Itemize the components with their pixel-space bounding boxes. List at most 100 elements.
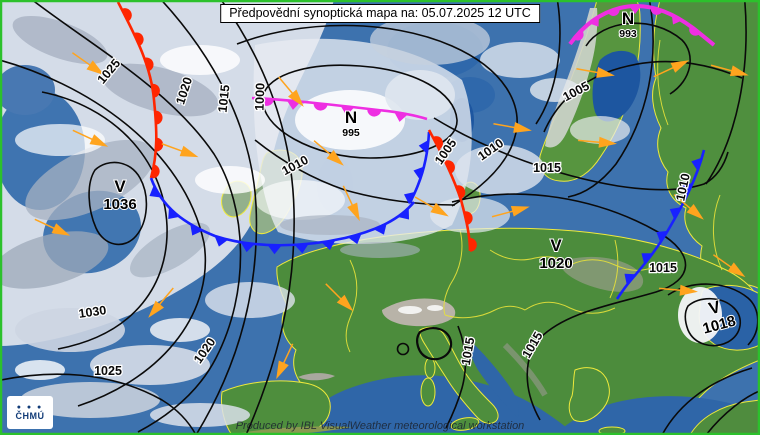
cold-front-marker [641,253,653,265]
cold-front-marker [681,182,693,196]
warm-front-marker [155,110,163,125]
cold-front-marker [190,224,203,236]
land-greece [568,367,610,423]
warm-front-marker [432,136,443,150]
front-layer [116,1,716,300]
wind-arrow-icon [148,287,174,318]
warm-front-marker [367,108,382,117]
cold-front-marker [656,230,668,243]
cold-front-marker [589,16,599,27]
front-cold [615,149,706,300]
sea-bothnia [592,50,641,122]
pressure-center-symbol: V [114,177,126,196]
isobar-label: 1025 [94,364,122,378]
wind-arrow-icon [34,218,71,236]
cold-front-marker [294,243,309,254]
cold-front-marker [404,191,416,205]
mountains-norway [545,8,598,148]
front-occluded [251,96,428,122]
cold-front-marker [321,240,336,251]
isobar-label: 1030 [78,303,108,321]
cold-front-marker [629,5,642,14]
land-sardinia [420,377,436,407]
pressure-center-value: 1036 [103,196,136,213]
warm-front-marker [313,102,328,111]
cold-front-marker [418,139,429,154]
warm-front-marker [144,57,154,72]
wind-arrow-icon [576,67,615,78]
warm-front-marker [689,26,700,36]
front-cold [149,177,416,255]
land-corsica [424,357,436,379]
cold-front-marker [394,111,408,122]
wind-arrow-icon [491,206,530,218]
land-sicily [450,417,480,431]
wind-arrow-icon [278,76,304,107]
sea-west-med [300,375,575,435]
isobar-label: 1000 [253,83,268,111]
warm-front-marker [151,164,160,179]
isobar-label: 1015 [216,84,233,113]
land-iberia [221,380,331,435]
wind-arrow-icon [325,283,354,312]
credit-line: Produced by IBL VisualWeather meteorolog… [235,420,525,432]
wind-arrow-icon [712,254,746,278]
front-cold [404,131,431,205]
warm-front-marker [469,237,477,252]
cold-front-marker [214,236,229,247]
front-warm [427,129,477,252]
mountains-carpathians [560,256,644,292]
wind-arrow-icon [313,140,344,166]
warm-front-marker [151,83,160,98]
cold-front-marker [397,208,410,220]
cold-front-marker [348,233,362,245]
isobar-label: 1015 [649,261,677,275]
mountains-pyrenees [298,373,335,381]
wind-arrow-icon [342,185,360,222]
chmu-logo: ● ● ● ČHMÚ [7,396,53,429]
map-title: Předpovědní synoptická mapa na: 05.07.20… [220,4,540,23]
wind-arrow-layer [34,52,749,380]
sea-adriatic [469,340,519,418]
cold-front-marker [624,273,636,285]
pressure-center-symbol: N [622,9,634,28]
cold-front-marker [168,207,180,220]
cold-front-marker [669,207,682,220]
wind-arrow-icon [493,122,532,133]
wind-arrow-icon [578,136,617,148]
pressure-center-value: 995 [342,127,360,139]
isobar-label: 1015 [533,161,561,175]
warm-front-marker [650,7,663,15]
isobar-label: 1015 [459,336,478,366]
cold-front-marker [340,105,355,116]
chmu-logo-dots: ● ● ● [16,404,44,411]
cold-front-marker [671,14,683,25]
warm-front-marker [121,8,132,22]
country-borders [345,39,723,353]
pressure-center-value: 1020 [539,255,572,272]
warm-front-marker [455,185,466,199]
chmu-logo-text: ČHMÚ [15,411,45,421]
wind-arrow-icon [673,194,704,220]
cold-front-marker [373,223,387,235]
warm-front-marker [464,211,473,226]
warm-front-marker [259,98,274,106]
cold-front-marker [149,185,161,198]
wind-arrow-icon [414,196,449,217]
cloud-overlays [0,15,722,427]
warm-front-marker [155,137,164,152]
wind-arrow-icon [653,60,690,78]
pressure-center-value: 993 [619,28,637,40]
warm-front-marker [445,160,455,174]
wind-arrow-icon [161,143,199,158]
wind-arrow-icon [71,52,105,76]
warm-front-marker [573,30,584,41]
pressure-center-symbol: V [550,236,562,255]
